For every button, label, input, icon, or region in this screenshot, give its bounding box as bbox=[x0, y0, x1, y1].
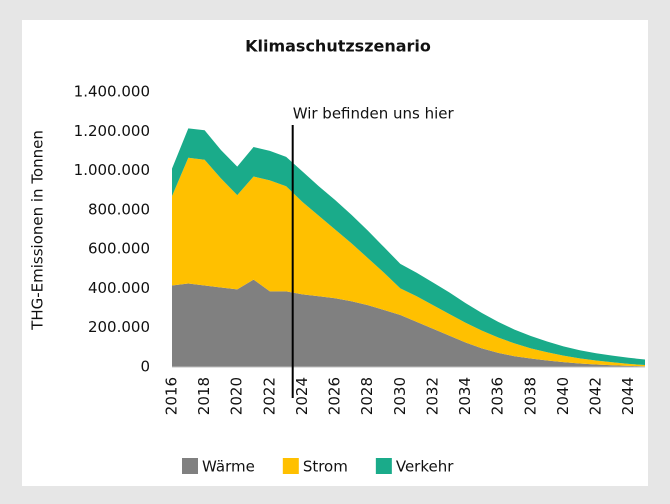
x-tick-label: 2016 bbox=[163, 377, 181, 415]
x-tick-label: 2030 bbox=[391, 377, 409, 415]
x-tick-label: 2022 bbox=[260, 377, 278, 415]
legend-swatch bbox=[182, 458, 198, 474]
legend-swatch bbox=[282, 458, 299, 474]
y-tick-label: 600.000 bbox=[88, 240, 150, 258]
x-tick-label: 2042 bbox=[587, 377, 605, 415]
x-tick-label: 2018 bbox=[195, 377, 213, 415]
y-tick-label: 1.200.000 bbox=[74, 122, 150, 140]
y-tick-label: 1.000.000 bbox=[74, 161, 150, 179]
x-tick-label: 2020 bbox=[228, 377, 246, 415]
x-tick-label: 2036 bbox=[489, 377, 507, 415]
y-tick-label: 1.400.000 bbox=[74, 83, 150, 101]
y-tick-label: 200.000 bbox=[88, 318, 150, 336]
y-tick-label: 0 bbox=[140, 358, 150, 376]
x-tick-label: 2040 bbox=[554, 377, 572, 415]
legend-label: Wärme bbox=[202, 458, 255, 476]
chart-title: Klimaschutzszenario bbox=[245, 37, 431, 56]
area bbox=[172, 157, 645, 367]
annotation: Wir befinden uns hier bbox=[293, 105, 455, 123]
legend-label: Strom bbox=[303, 458, 348, 476]
x-tick-label: 2024 bbox=[293, 377, 311, 415]
x-tick-label: 2026 bbox=[326, 377, 344, 415]
x-tick-label: 2034 bbox=[456, 377, 474, 415]
y-tick-label: 400.000 bbox=[88, 279, 150, 297]
x-tick-label: 2028 bbox=[358, 377, 376, 415]
x-tick-label: 2038 bbox=[521, 377, 539, 415]
area bbox=[172, 128, 645, 366]
y-axis-label: THG-Emissionen in Tonnen bbox=[29, 130, 47, 331]
legend-swatch bbox=[375, 458, 392, 474]
legend-label: Verkehr bbox=[396, 458, 454, 476]
x-tick-label: 2044 bbox=[619, 377, 637, 415]
x-tick-label: 2032 bbox=[423, 377, 441, 415]
y-tick-label: 800.000 bbox=[88, 200, 150, 218]
area bbox=[172, 279, 645, 367]
